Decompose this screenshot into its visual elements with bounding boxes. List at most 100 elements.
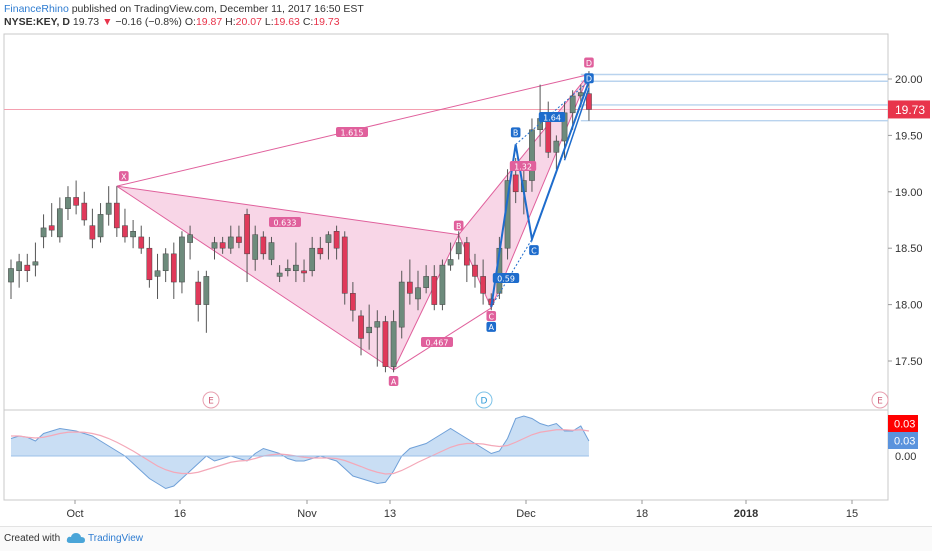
- pattern-point-label: C: [488, 312, 494, 321]
- y-tick-label: 18.50: [895, 243, 923, 255]
- candle-body: [105, 202, 112, 215]
- candle-body: [179, 236, 185, 283]
- candle-body: [24, 264, 31, 272]
- abcd-ac-line: [490, 238, 533, 308]
- high-value: 20.07: [235, 16, 262, 28]
- down-arrow-icon: ▼: [102, 16, 113, 28]
- created-with-text: Created with: [4, 533, 61, 544]
- last-price-badge: [888, 100, 930, 119]
- candle-body: [252, 234, 259, 260]
- low-label: L:: [264, 16, 274, 28]
- x-tick-label: 16: [174, 508, 186, 520]
- published-text: published on TradingView.com, December 1…: [71, 3, 364, 15]
- last-price-badge-label: 19.73: [895, 103, 925, 117]
- tradingview-brand[interactable]: TradingView: [88, 533, 144, 544]
- osc-badge-red-label: 0.03: [894, 419, 915, 431]
- abcd-pattern-line: [490, 80, 590, 308]
- candle-body: [268, 242, 275, 260]
- candle-body: [81, 202, 88, 221]
- fib-ratio-label: 1.32: [514, 162, 532, 171]
- candle-body: [358, 315, 364, 339]
- candle-body: [276, 272, 283, 277]
- abcd-point-label-bg: [486, 321, 497, 332]
- pattern-point-label-bg: [119, 171, 129, 182]
- pattern-point-label: D: [586, 59, 592, 68]
- osc-badge-blue-label: 0.03: [894, 436, 915, 448]
- x-tick-label: 2018: [734, 508, 758, 520]
- candle-body: [219, 242, 226, 249]
- candle-body: [529, 129, 535, 181]
- y-tick-label: 19.00: [895, 187, 923, 199]
- x-tick-label: Dec: [516, 508, 536, 520]
- candle-body: [97, 214, 104, 238]
- candle-body: [545, 118, 552, 153]
- fib-ratio-label: 0.59: [497, 274, 515, 283]
- pattern-point-label-bg: [388, 376, 399, 387]
- candle-body: [463, 242, 470, 266]
- close-label: C:: [302, 16, 314, 28]
- fib-ratio-label-bg: [421, 337, 453, 347]
- main-pane-border: [3, 33, 889, 411]
- candle-body: [293, 264, 299, 272]
- candle-body: [366, 326, 373, 334]
- candle-body: [16, 261, 22, 272]
- osc-badge-blue: [888, 432, 918, 449]
- low-value: 19.63: [273, 16, 300, 28]
- fib-ratio-label-bg: [269, 217, 301, 227]
- fib-ratio-label: 0.633: [274, 218, 297, 227]
- candle-body: [56, 208, 63, 238]
- abcd-leg-line: [563, 87, 590, 161]
- candle-body: [146, 247, 153, 281]
- fib-ratio-label: 1.615: [341, 128, 364, 137]
- candle-body: [48, 225, 55, 231]
- candle-body: [89, 225, 96, 240]
- abcd-point-label: A: [489, 323, 495, 332]
- x-tick-label: Oct: [66, 508, 83, 520]
- event-marker: [202, 391, 220, 409]
- fib-ratio-label-bg: [492, 273, 520, 283]
- candle-body: [284, 268, 291, 272]
- x-tick-label: 18: [636, 508, 648, 520]
- abcd-point-label-bg: [510, 127, 521, 138]
- event-marker-label: E: [208, 397, 214, 407]
- y-tick-label: 19.50: [895, 130, 923, 142]
- candle-body: [113, 202, 120, 229]
- candle-body: [32, 261, 39, 266]
- oscillator-line: [10, 415, 590, 490]
- pattern-point-label-bg: [584, 57, 594, 68]
- candle-body: [398, 281, 405, 328]
- abcd-point-label: D: [586, 75, 592, 84]
- candle-body: [211, 242, 218, 249]
- author-link[interactable]: FinanceRhino: [4, 3, 69, 15]
- candle-body: [325, 234, 332, 243]
- candle-body: [374, 321, 381, 328]
- candle-body: [586, 93, 592, 110]
- candle-body: [195, 281, 202, 305]
- candle-body: [170, 253, 177, 283]
- candle-body: [138, 236, 145, 249]
- y-tick-label: 17.50: [895, 356, 923, 368]
- candle-body: [553, 140, 560, 153]
- event-marker-label: E: [877, 397, 883, 407]
- osc-y-tick-label: 0.00: [895, 451, 916, 463]
- fib-ratio-label-bg: [538, 112, 566, 122]
- open-value: 19.87: [195, 16, 223, 28]
- candle-body: [73, 197, 79, 206]
- fib-ratio-label-bg: [336, 127, 368, 137]
- candle-body: [423, 276, 429, 288]
- footer-bar: Created with TradingView: [0, 526, 932, 551]
- candle-body: [333, 231, 340, 249]
- oscillator-signal-line: [11, 429, 590, 475]
- candle-body: [512, 174, 519, 193]
- abcd-point-label-bg: [529, 245, 539, 256]
- candle-body: [187, 234, 193, 243]
- candle-body: [447, 259, 454, 266]
- y-tick-label: 20.00: [895, 74, 923, 86]
- tradingview-cloud-icon: [66, 533, 85, 543]
- candle-body: [8, 268, 14, 283]
- candle-body: [382, 321, 389, 367]
- candle-body: [480, 276, 486, 294]
- fib-ratio-label: 0.467: [426, 338, 449, 347]
- candle-body: [350, 293, 356, 311]
